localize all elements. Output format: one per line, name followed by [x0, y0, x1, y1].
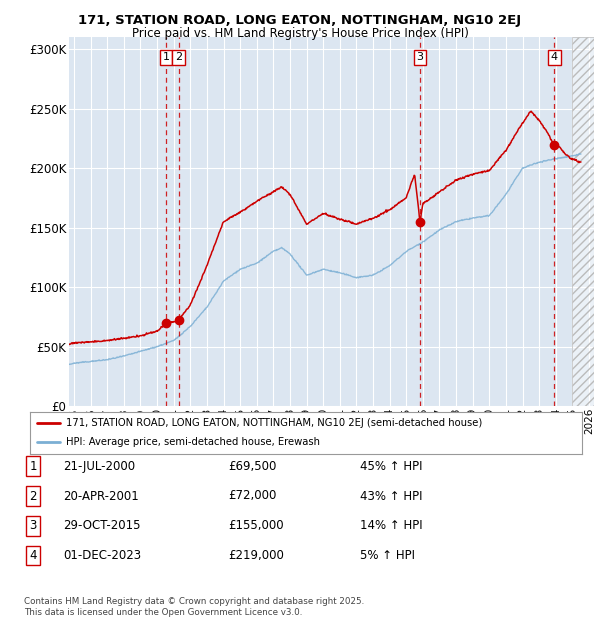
- Text: 2: 2: [175, 53, 182, 63]
- Text: Contains HM Land Registry data © Crown copyright and database right 2025.
This d: Contains HM Land Registry data © Crown c…: [24, 598, 364, 617]
- Text: 21-JUL-2000: 21-JUL-2000: [63, 460, 135, 472]
- Text: 4: 4: [551, 53, 558, 63]
- Text: 3: 3: [416, 53, 424, 63]
- Text: Price paid vs. HM Land Registry's House Price Index (HPI): Price paid vs. HM Land Registry's House …: [131, 27, 469, 40]
- Text: 29-OCT-2015: 29-OCT-2015: [63, 520, 140, 532]
- Text: £72,000: £72,000: [228, 490, 277, 502]
- Text: 171, STATION ROAD, LONG EATON, NOTTINGHAM, NG10 2EJ: 171, STATION ROAD, LONG EATON, NOTTINGHA…: [79, 14, 521, 27]
- Text: 20-APR-2001: 20-APR-2001: [63, 490, 139, 502]
- Text: 3: 3: [29, 520, 37, 532]
- Text: £219,000: £219,000: [228, 549, 284, 562]
- Text: 45% ↑ HPI: 45% ↑ HPI: [360, 460, 422, 472]
- Text: 4: 4: [29, 549, 37, 562]
- Bar: [572, 37, 594, 406]
- Text: 43% ↑ HPI: 43% ↑ HPI: [360, 490, 422, 502]
- Text: 14% ↑ HPI: 14% ↑ HPI: [360, 520, 422, 532]
- Text: 5% ↑ HPI: 5% ↑ HPI: [360, 549, 415, 562]
- Text: 171, STATION ROAD, LONG EATON, NOTTINGHAM, NG10 2EJ (semi-detached house): 171, STATION ROAD, LONG EATON, NOTTINGHA…: [66, 418, 482, 428]
- Text: £69,500: £69,500: [228, 460, 277, 472]
- Text: £155,000: £155,000: [228, 520, 284, 532]
- Text: 1: 1: [29, 460, 37, 472]
- Text: 01-DEC-2023: 01-DEC-2023: [63, 549, 141, 562]
- Text: HPI: Average price, semi-detached house, Erewash: HPI: Average price, semi-detached house,…: [66, 438, 320, 448]
- Text: 2: 2: [29, 490, 37, 502]
- Bar: [572, 37, 594, 406]
- Text: 1: 1: [163, 53, 170, 63]
